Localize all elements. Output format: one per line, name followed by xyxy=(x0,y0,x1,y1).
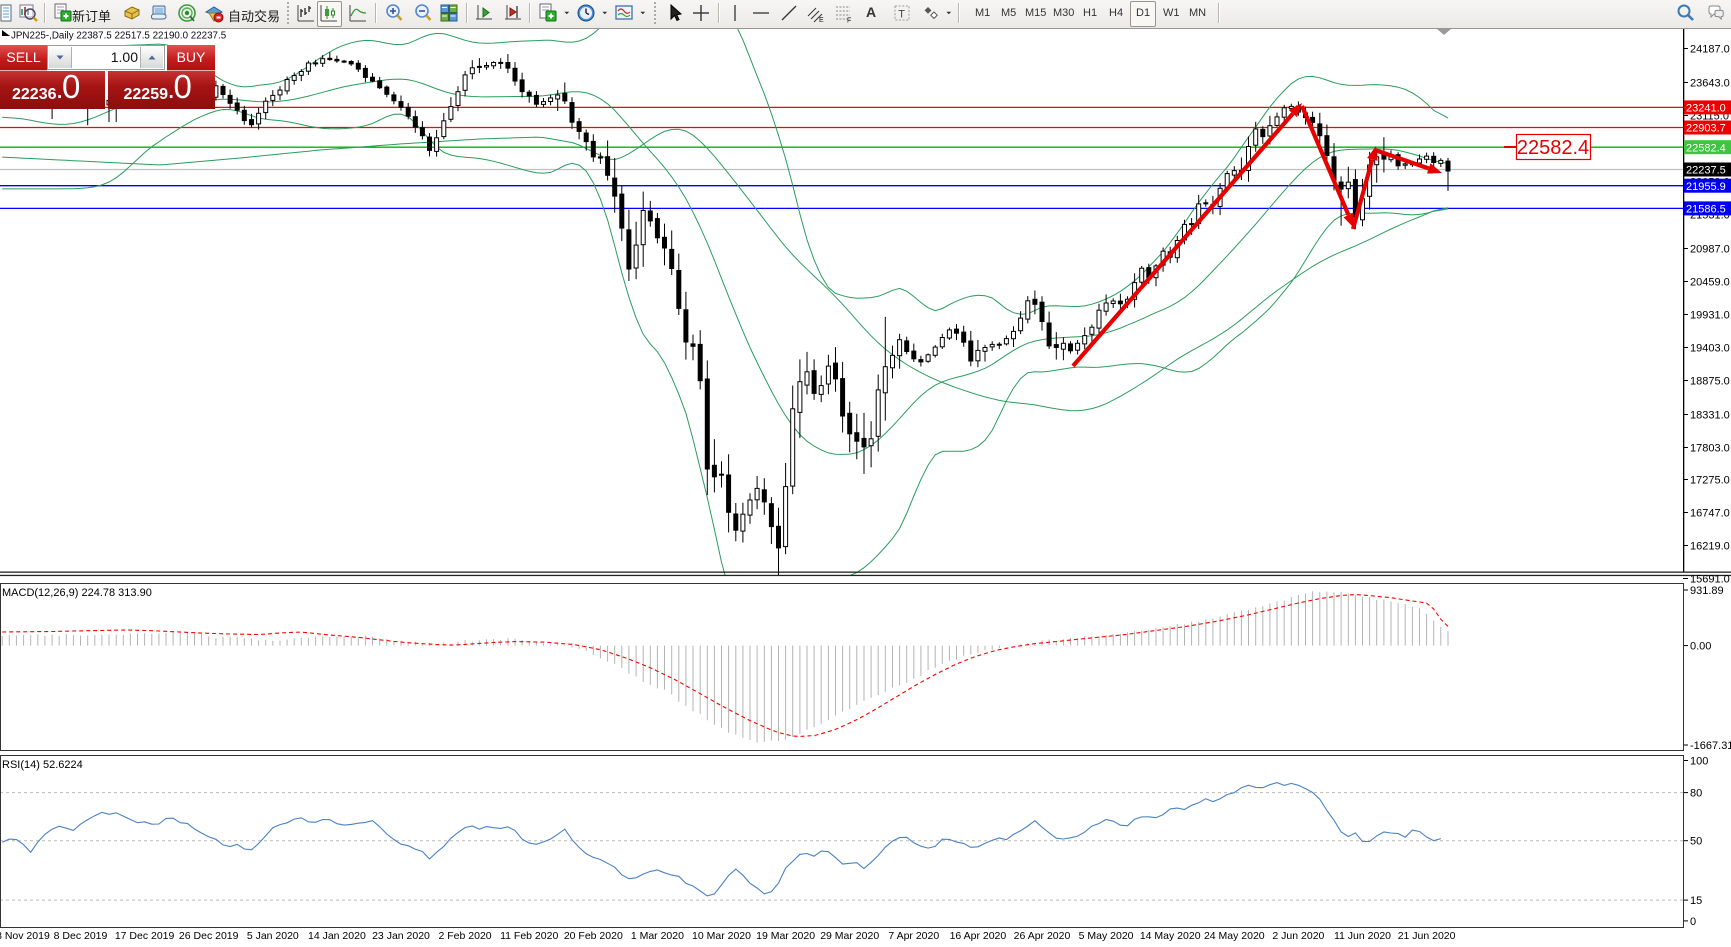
svg-text:28 Nov 2019: 28 Nov 2019 xyxy=(0,930,50,942)
svg-text:21955.9: 21955.9 xyxy=(1686,181,1726,193)
svg-text:0.00: 0.00 xyxy=(1690,641,1711,653)
svg-text:50: 50 xyxy=(1690,836,1702,848)
svg-text:15691.0: 15691.0 xyxy=(1690,574,1730,586)
svg-text:24187.0: 24187.0 xyxy=(1690,44,1730,56)
svg-text:17275.0: 17275.0 xyxy=(1690,475,1730,487)
svg-text:19403.0: 19403.0 xyxy=(1690,343,1730,355)
svg-text:22582.4: 22582.4 xyxy=(1686,142,1726,154)
svg-text:23 Jan 2020: 23 Jan 2020 xyxy=(372,930,430,942)
svg-text:19 Mar 2020: 19 Mar 2020 xyxy=(756,930,815,942)
svg-text:18331.0: 18331.0 xyxy=(1690,410,1730,422)
svg-text:0: 0 xyxy=(1690,916,1696,928)
svg-text:100: 100 xyxy=(1690,756,1708,768)
svg-text:RSI(14) 52.6224: RSI(14) 52.6224 xyxy=(2,759,83,771)
svg-text:80: 80 xyxy=(1690,788,1702,800)
svg-text:T: T xyxy=(898,9,905,21)
svg-text:17 Dec 2019: 17 Dec 2019 xyxy=(115,930,175,942)
svg-text:23643.0: 23643.0 xyxy=(1690,78,1730,90)
svg-text:20 Feb 2020: 20 Feb 2020 xyxy=(564,930,623,942)
svg-text:F: F xyxy=(847,18,851,24)
svg-text:21 Jun 2020: 21 Jun 2020 xyxy=(1398,930,1456,942)
svg-text:26 Apr 2020: 26 Apr 2020 xyxy=(1014,930,1071,942)
svg-text:23241.0: 23241.0 xyxy=(1686,103,1726,115)
svg-text:E: E xyxy=(819,17,824,23)
svg-text:5 May 2020: 5 May 2020 xyxy=(1079,930,1134,942)
svg-text:16219.0: 16219.0 xyxy=(1690,541,1730,553)
svg-text:JPN225-,Daily 22387.5 22517.5: JPN225-,Daily 22387.5 22517.5 22190.0 22… xyxy=(11,31,227,42)
svg-text:11 Feb 2020: 11 Feb 2020 xyxy=(500,930,558,942)
svg-text:-1667.31: -1667.31 xyxy=(1690,740,1731,752)
svg-text:22903.7: 22903.7 xyxy=(1686,123,1726,135)
svg-text:MACD(12,26,9) 224.78 313.90: MACD(12,26,9) 224.78 313.90 xyxy=(2,587,152,599)
svg-text:11 Jun 2020: 11 Jun 2020 xyxy=(1334,930,1391,942)
svg-text:931.89: 931.89 xyxy=(1690,585,1724,597)
svg-text:20987.0: 20987.0 xyxy=(1690,244,1730,256)
svg-text:1 Mar 2020: 1 Mar 2020 xyxy=(631,930,684,942)
svg-text:20459.0: 20459.0 xyxy=(1690,277,1730,289)
svg-text:22582.4: 22582.4 xyxy=(1517,137,1589,159)
svg-text:2 Jun 2020: 2 Jun 2020 xyxy=(1272,930,1324,942)
svg-text:18875.0: 18875.0 xyxy=(1690,376,1730,388)
svg-text:26 Dec 2019: 26 Dec 2019 xyxy=(179,930,239,942)
svg-text:5 Jan 2020: 5 Jan 2020 xyxy=(247,930,299,942)
svg-text:21586.5: 21586.5 xyxy=(1686,204,1726,216)
svg-text:2 Feb 2020: 2 Feb 2020 xyxy=(439,930,492,942)
svg-text:22237.5: 22237.5 xyxy=(1686,165,1726,177)
svg-text:14 Jan 2020: 14 Jan 2020 xyxy=(308,930,366,942)
svg-text:29 Mar 2020: 29 Mar 2020 xyxy=(820,930,879,942)
svg-text:15: 15 xyxy=(1690,895,1702,907)
svg-text:19931.0: 19931.0 xyxy=(1690,310,1730,322)
svg-text:7 Apr 2020: 7 Apr 2020 xyxy=(888,930,939,942)
svg-text:16 Apr 2020: 16 Apr 2020 xyxy=(950,930,1007,942)
svg-text:16747.0: 16747.0 xyxy=(1690,508,1730,520)
svg-text:17803.0: 17803.0 xyxy=(1690,443,1730,455)
svg-text:10 Mar 2020: 10 Mar 2020 xyxy=(692,930,751,942)
svg-text:8 Dec 2019: 8 Dec 2019 xyxy=(54,930,108,942)
svg-text:24 May 2020: 24 May 2020 xyxy=(1204,930,1265,942)
svg-text:14 May 2020: 14 May 2020 xyxy=(1140,930,1201,942)
